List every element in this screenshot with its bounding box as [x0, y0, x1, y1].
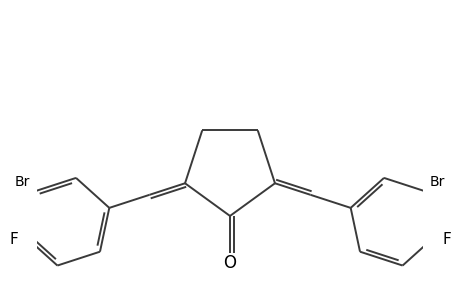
Text: O: O [223, 254, 236, 272]
Text: Br: Br [429, 175, 444, 189]
Text: Br: Br [15, 175, 30, 189]
Text: F: F [9, 232, 18, 247]
Text: F: F [441, 232, 450, 247]
